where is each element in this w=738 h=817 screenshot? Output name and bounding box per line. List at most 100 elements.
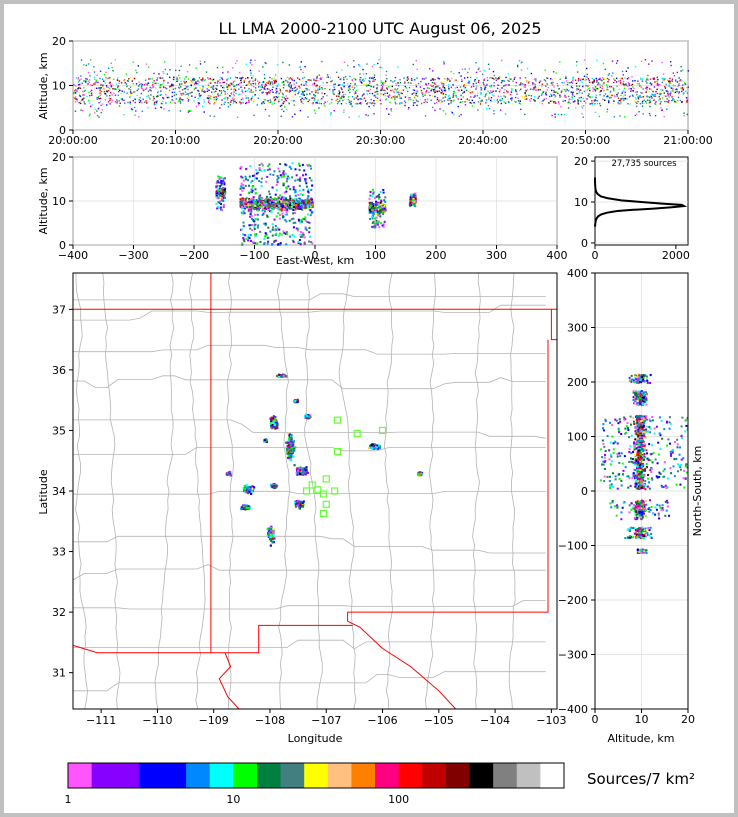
source-point [247,89,249,92]
source-point [374,213,377,216]
source-point [154,87,157,89]
source-point [447,86,450,88]
source-point [194,82,197,84]
source-point [252,80,254,82]
source-point [285,180,288,183]
source-point [290,198,293,201]
source-point [330,101,333,104]
source-point [271,101,273,103]
source-point [229,95,232,97]
source-point [239,77,241,79]
source-point [211,88,214,90]
source-point [635,101,637,103]
source-point [99,94,101,97]
source-point [217,205,220,208]
source-point [399,81,402,84]
source-point [275,228,278,231]
source-point [200,94,202,97]
source-point [267,209,270,212]
source-point [239,198,242,201]
source-point [172,101,174,103]
source-point [578,97,580,99]
source-point [583,79,585,82]
source-point [251,217,254,220]
source-point [318,74,320,76]
source-point [233,98,236,100]
county-line [154,273,175,709]
source-point [301,235,304,238]
source-point [425,77,427,79]
source-point [282,81,285,83]
source-point [578,92,580,94]
source-point [350,77,353,79]
source-point [215,87,217,90]
source-point [538,95,540,98]
source-point [373,104,375,107]
source-point [440,93,443,96]
source-point [399,89,401,92]
source-point [538,81,541,84]
source-point [173,94,176,97]
source-point [507,73,510,75]
source-point [249,234,252,237]
source-point [248,203,251,206]
source-point [327,76,329,78]
source-point [272,206,275,209]
source-point [411,199,414,202]
source-point [677,96,680,99]
source-point [381,224,384,227]
source-point [481,98,483,100]
source-point [641,92,643,94]
source-point [565,96,567,98]
source-point [103,90,106,93]
source-point [302,102,304,105]
source-point [300,199,303,202]
source-point [639,103,642,105]
source-point [415,92,417,95]
source-point [251,223,254,226]
source-point [275,205,278,208]
source-point [382,213,385,216]
x-tick-label: 20:30:00 [356,134,405,147]
source-point [439,102,441,104]
source-point [203,90,206,92]
source-point [596,85,599,87]
source-point [286,90,288,92]
source-point [87,83,89,85]
source-point [404,81,406,83]
source-point [249,202,252,205]
source-point [382,191,385,194]
source-point [266,200,269,203]
source-point [551,114,553,117]
source-point [298,239,301,242]
source-point [261,213,264,216]
source-point [146,95,148,98]
source-point [161,77,164,79]
source-point [242,202,245,205]
source-point [80,99,83,101]
source-point [439,99,441,101]
source-point [206,90,209,93]
source-point [485,107,488,110]
source-point [286,76,289,78]
source-point [599,104,602,107]
source-point [669,93,671,95]
source-point [378,59,380,61]
source-point [665,97,668,99]
source-point [240,198,243,201]
source-point [184,88,187,91]
x-tick-label: 200 [426,249,447,262]
source-point [188,110,191,112]
source-point [273,239,276,242]
source-point [310,167,313,170]
source-point [479,103,482,105]
source-point [340,87,342,89]
source-point [239,167,242,170]
source-point [204,79,207,81]
source-point [500,95,502,98]
source-point [307,200,310,203]
source-point [681,80,683,82]
source-point [409,97,411,99]
state-borders [73,273,557,709]
source-point [240,103,242,105]
